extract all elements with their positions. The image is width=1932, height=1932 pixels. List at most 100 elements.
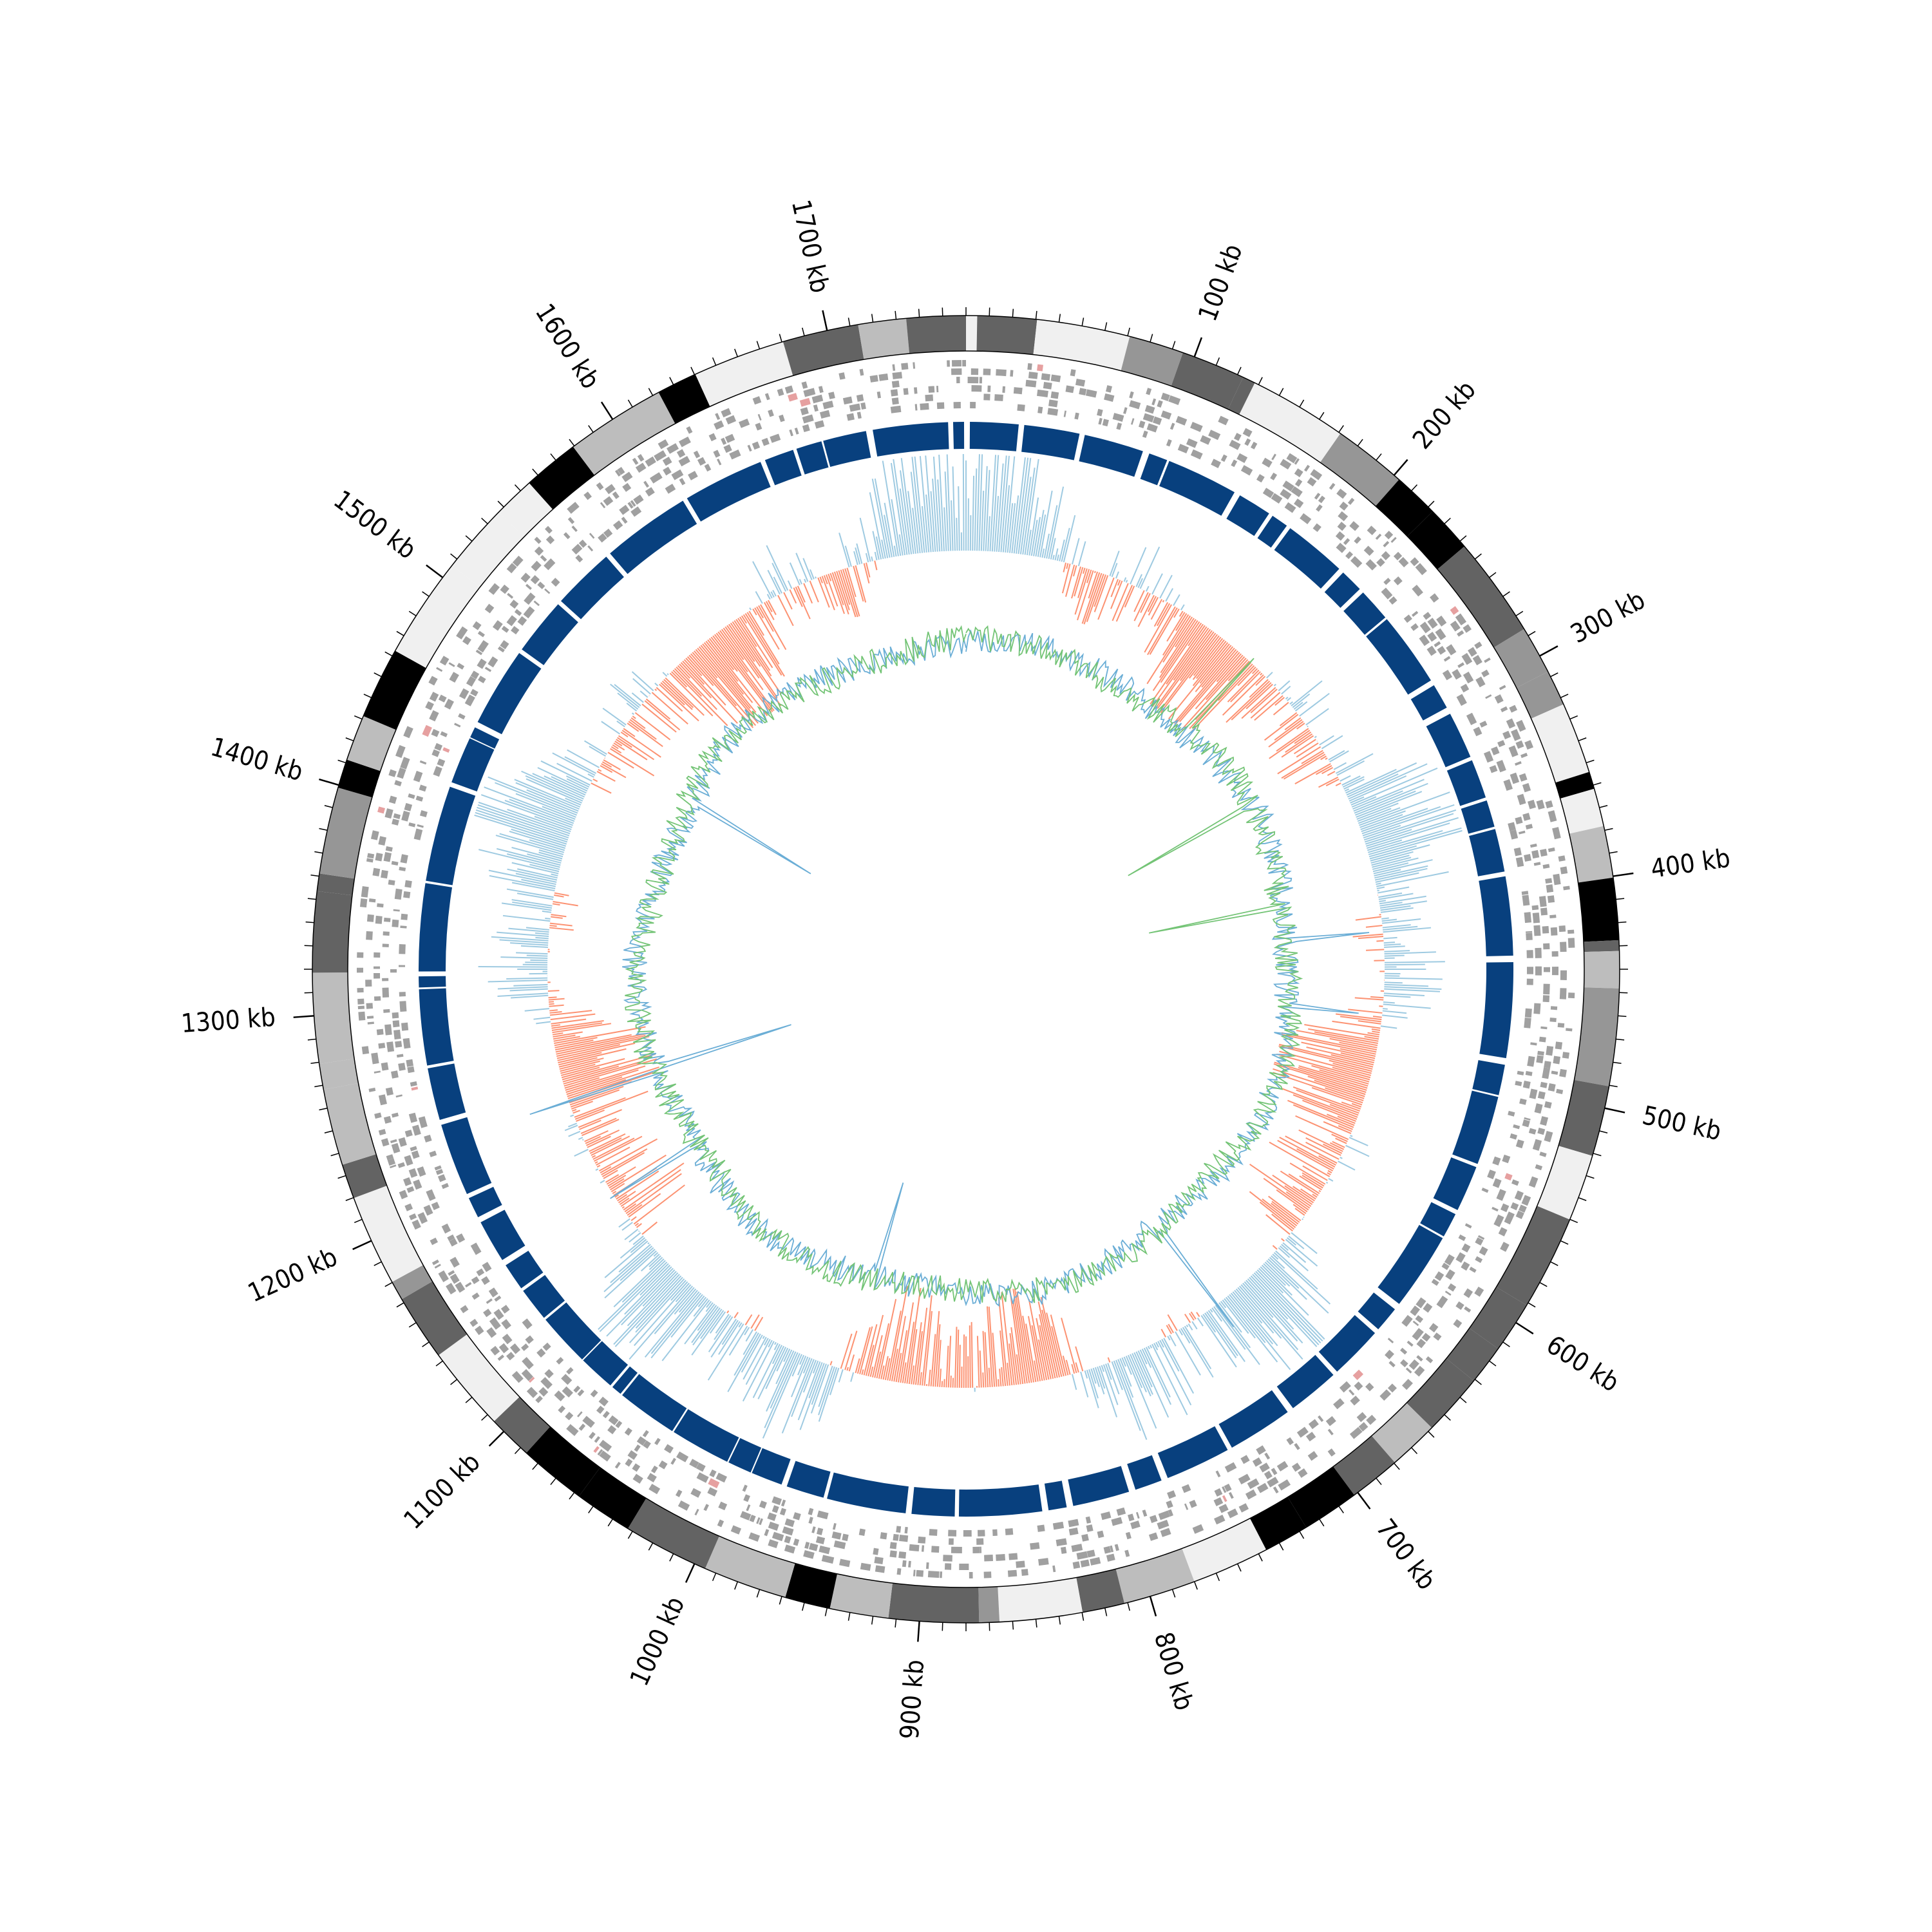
- minor-tick: [648, 388, 654, 396]
- minor-tick: [450, 1379, 458, 1385]
- signal-bar: [768, 1340, 773, 1348]
- feature-block: [1515, 740, 1524, 749]
- signal-bar: [553, 1031, 583, 1038]
- signal-bar: [766, 594, 771, 600]
- signal-bar: [1059, 539, 1065, 562]
- feature-block: [1339, 501, 1349, 511]
- feature-block: [408, 793, 415, 799]
- signal-bar: [489, 875, 556, 889]
- minor-tick: [1081, 317, 1084, 327]
- signal-bar: [1365, 925, 1383, 928]
- feature-block: [658, 1460, 668, 1470]
- signal-bar: [1247, 1278, 1294, 1330]
- feature-block: [407, 1066, 415, 1074]
- block-segment: [1461, 800, 1495, 834]
- signal-bar: [1349, 775, 1407, 802]
- signal-bar: [630, 1238, 647, 1253]
- feature-block: [1252, 1457, 1262, 1467]
- minor-tick: [408, 611, 417, 616]
- feature-block: [1525, 824, 1533, 830]
- signal-bar: [710, 1318, 737, 1358]
- minor-tick: [450, 553, 458, 560]
- feature-block: [603, 496, 614, 506]
- minor-tick: [802, 1602, 805, 1611]
- signal-bar: [721, 1320, 739, 1345]
- signal-bar: [1372, 1016, 1382, 1018]
- signal-bar: [1287, 1099, 1354, 1128]
- signal-bar: [554, 892, 569, 896]
- feature-block: [784, 1535, 791, 1544]
- feature-block: [1458, 1234, 1466, 1242]
- feature-block: [859, 368, 864, 376]
- signal-bar: [1305, 1137, 1341, 1156]
- signal-bar: [1264, 714, 1299, 741]
- signal-bar: [1380, 907, 1414, 913]
- feature-block: [1349, 1426, 1363, 1439]
- signal-bar: [1293, 701, 1303, 710]
- minor-tick: [1357, 439, 1363, 446]
- signal-bar: [1302, 1165, 1328, 1181]
- feature-block: [914, 387, 918, 394]
- feature-block: [494, 1295, 502, 1302]
- signal-bar: [552, 903, 560, 906]
- signal-bar: [583, 740, 607, 755]
- feature-block: [454, 723, 461, 728]
- ideogram-band: [573, 392, 676, 475]
- signal-bar: [1299, 1175, 1322, 1191]
- signal-bar: [1124, 585, 1135, 608]
- signal-bar: [1125, 580, 1128, 583]
- signal-bar: [887, 1311, 902, 1381]
- feature-block: [838, 372, 846, 380]
- signal-bar: [1331, 1054, 1374, 1066]
- signal-bar: [517, 868, 558, 879]
- feature-block: [1444, 1291, 1452, 1296]
- feature-block: [1414, 1365, 1425, 1377]
- minor-tick: [310, 874, 319, 877]
- signal-bar: [1117, 580, 1121, 586]
- signal-bar: [549, 1010, 592, 1016]
- signal-bar: [989, 455, 997, 552]
- feature-block: [1408, 1359, 1419, 1370]
- minor-tick: [532, 1463, 538, 1470]
- signal-bar: [692, 652, 757, 726]
- signal-bar: [488, 980, 548, 983]
- signal-bar: [506, 888, 554, 898]
- feature-block: [630, 500, 636, 507]
- signal-bar: [775, 1349, 793, 1385]
- signal-bar: [620, 1162, 685, 1207]
- feature-block: [1010, 370, 1014, 377]
- feature-block: [1494, 694, 1504, 704]
- minor-tick: [734, 1581, 738, 1590]
- signal-bar: [1175, 618, 1195, 648]
- feature-block: [703, 1504, 709, 1511]
- feature-block: [1005, 1528, 1014, 1535]
- signal-bar: [941, 1381, 943, 1387]
- feature-block: [395, 1094, 402, 1098]
- feature-block: [983, 393, 990, 401]
- feature-block: [1542, 1067, 1551, 1079]
- signal-bar: [525, 961, 548, 963]
- feature-block: [1103, 1546, 1112, 1554]
- feature-block: [1563, 886, 1570, 891]
- signal-bar: [661, 1299, 710, 1361]
- feature-block: [1528, 1128, 1537, 1135]
- feature-block: [1131, 418, 1135, 425]
- feature-block: [1262, 488, 1274, 498]
- signal-bar: [1289, 701, 1293, 705]
- signal-bar: [1339, 1041, 1378, 1051]
- feature-block: [1098, 417, 1103, 425]
- signal-bar: [582, 1119, 620, 1137]
- signal-bar: [1273, 1068, 1365, 1099]
- signal-bar: [1384, 951, 1436, 955]
- feature-block: [475, 1325, 484, 1336]
- signal-bar: [525, 775, 583, 802]
- signal-track: [474, 454, 1463, 1440]
- feature-block: [388, 769, 397, 777]
- signal-bar: [601, 761, 612, 768]
- signal-bar: [741, 1334, 763, 1373]
- feature-block: [1104, 393, 1115, 402]
- signal-bar: [857, 1327, 871, 1374]
- signal-bar: [783, 1349, 791, 1362]
- signal-bar: [1359, 791, 1450, 826]
- ideogram-band: [1558, 1079, 1609, 1156]
